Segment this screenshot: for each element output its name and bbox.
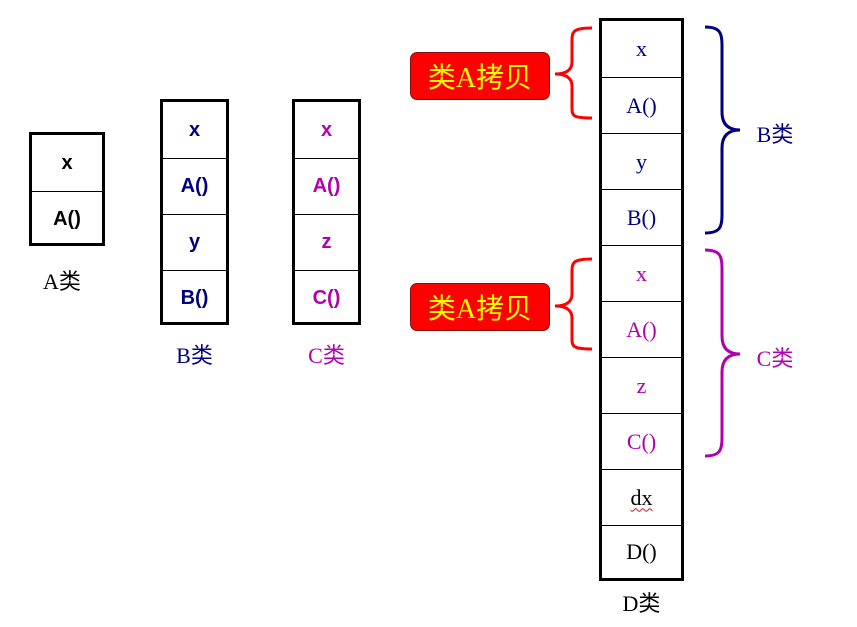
class-b-field-y: y bbox=[163, 214, 226, 270]
right-brace-c bbox=[704, 248, 741, 458]
class-b-field-x: x bbox=[188, 118, 201, 141]
copy-a-tag-top: 类A拷贝 bbox=[410, 52, 550, 100]
class-d-method-b: B() bbox=[602, 189, 681, 245]
class-c-method-a: A() bbox=[295, 158, 358, 214]
class-c-field-x: x bbox=[320, 118, 333, 141]
class-d-field-dx-text: dx bbox=[630, 484, 653, 510]
class-d-field-z: z bbox=[602, 357, 681, 413]
class-c-method-c: C() bbox=[295, 270, 358, 325]
class-b-caption: B类 bbox=[176, 343, 213, 368]
class-d-field-x: x bbox=[636, 36, 647, 61]
right-brace-b bbox=[704, 25, 741, 235]
class-a-method: A() bbox=[32, 191, 102, 246]
class-b-box: x A() y B() bbox=[160, 99, 229, 325]
class-c-caption: C类 bbox=[308, 343, 345, 368]
class-d-method-a: A() bbox=[602, 77, 681, 133]
class-d-box: x A() y B() x A() z C() dx D() bbox=[599, 18, 684, 581]
class-d-method-d: D() bbox=[602, 525, 681, 578]
class-c-field-z: z bbox=[295, 214, 358, 270]
class-d-field-x2: x bbox=[602, 245, 681, 301]
class-a-caption: A类 bbox=[43, 269, 81, 294]
class-a-box: x A() bbox=[29, 132, 105, 246]
class-b-method-b: B() bbox=[163, 270, 226, 325]
class-d-field-y: y bbox=[602, 133, 681, 189]
class-d-caption: D类 bbox=[622, 591, 661, 616]
copy-a-tag-bottom: 类A拷贝 bbox=[410, 283, 550, 331]
class-b-method-a: A() bbox=[163, 158, 226, 214]
left-brace-bottom bbox=[554, 257, 593, 351]
class-d-method-a2: A() bbox=[602, 301, 681, 357]
class-c-box: x A() z C() bbox=[292, 99, 361, 325]
class-d-method-c: C() bbox=[602, 413, 681, 469]
class-d-field-dx: dx bbox=[602, 469, 681, 525]
class-a-field: x bbox=[61, 151, 73, 174]
brace-label-b: B类 bbox=[756, 122, 794, 147]
brace-label-c: C类 bbox=[756, 346, 794, 371]
left-brace-top bbox=[554, 26, 593, 120]
